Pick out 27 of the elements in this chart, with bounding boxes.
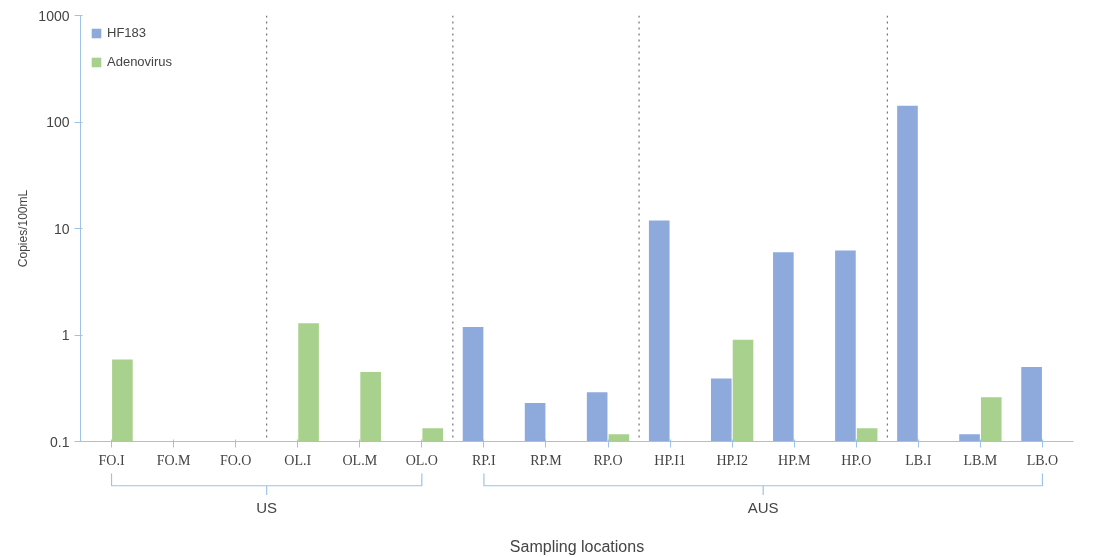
text: AUS (747, 499, 779, 517)
x-tick-label: RP.I (472, 452, 497, 468)
x-tick-label: HP.M (778, 452, 811, 468)
x-tick-label: OL.O (405, 452, 438, 468)
x-tick-label: FO.O (219, 452, 252, 468)
x-tick-label: LB.I (905, 452, 932, 468)
x-tick-label: HP.I1 (654, 452, 686, 468)
text: US (256, 499, 278, 517)
legend-label: HF183 (107, 25, 147, 40)
x-tick-label: OL.I (284, 452, 312, 468)
x-tick-label: RP.O (593, 452, 623, 468)
y-tick-label: 0.1 (50, 433, 70, 450)
x-tick-label: RP.M (530, 452, 563, 468)
x-tick-label: FO.I (98, 452, 125, 468)
x-axis-title: Sampling locations (509, 537, 645, 555)
y-tick-label: 1000 (38, 7, 70, 24)
x-tick-label: LB.M (963, 452, 998, 468)
x-tick-label: HP.O (841, 452, 872, 468)
y-axis-title: Copies/100mL (16, 189, 31, 268)
y-tick-label: 100 (46, 114, 70, 130)
x-tick-label: HP.I2 (716, 452, 748, 468)
legend-label: Adenovirus (107, 54, 173, 69)
y-tick-label: 1 (61, 327, 70, 343)
x-tick-label: LB.O (1026, 452, 1059, 468)
x-tick-label: OL.M (342, 452, 378, 468)
x-tick-label: FO.M (156, 452, 192, 468)
y-tick-label: 10 (53, 220, 70, 237)
